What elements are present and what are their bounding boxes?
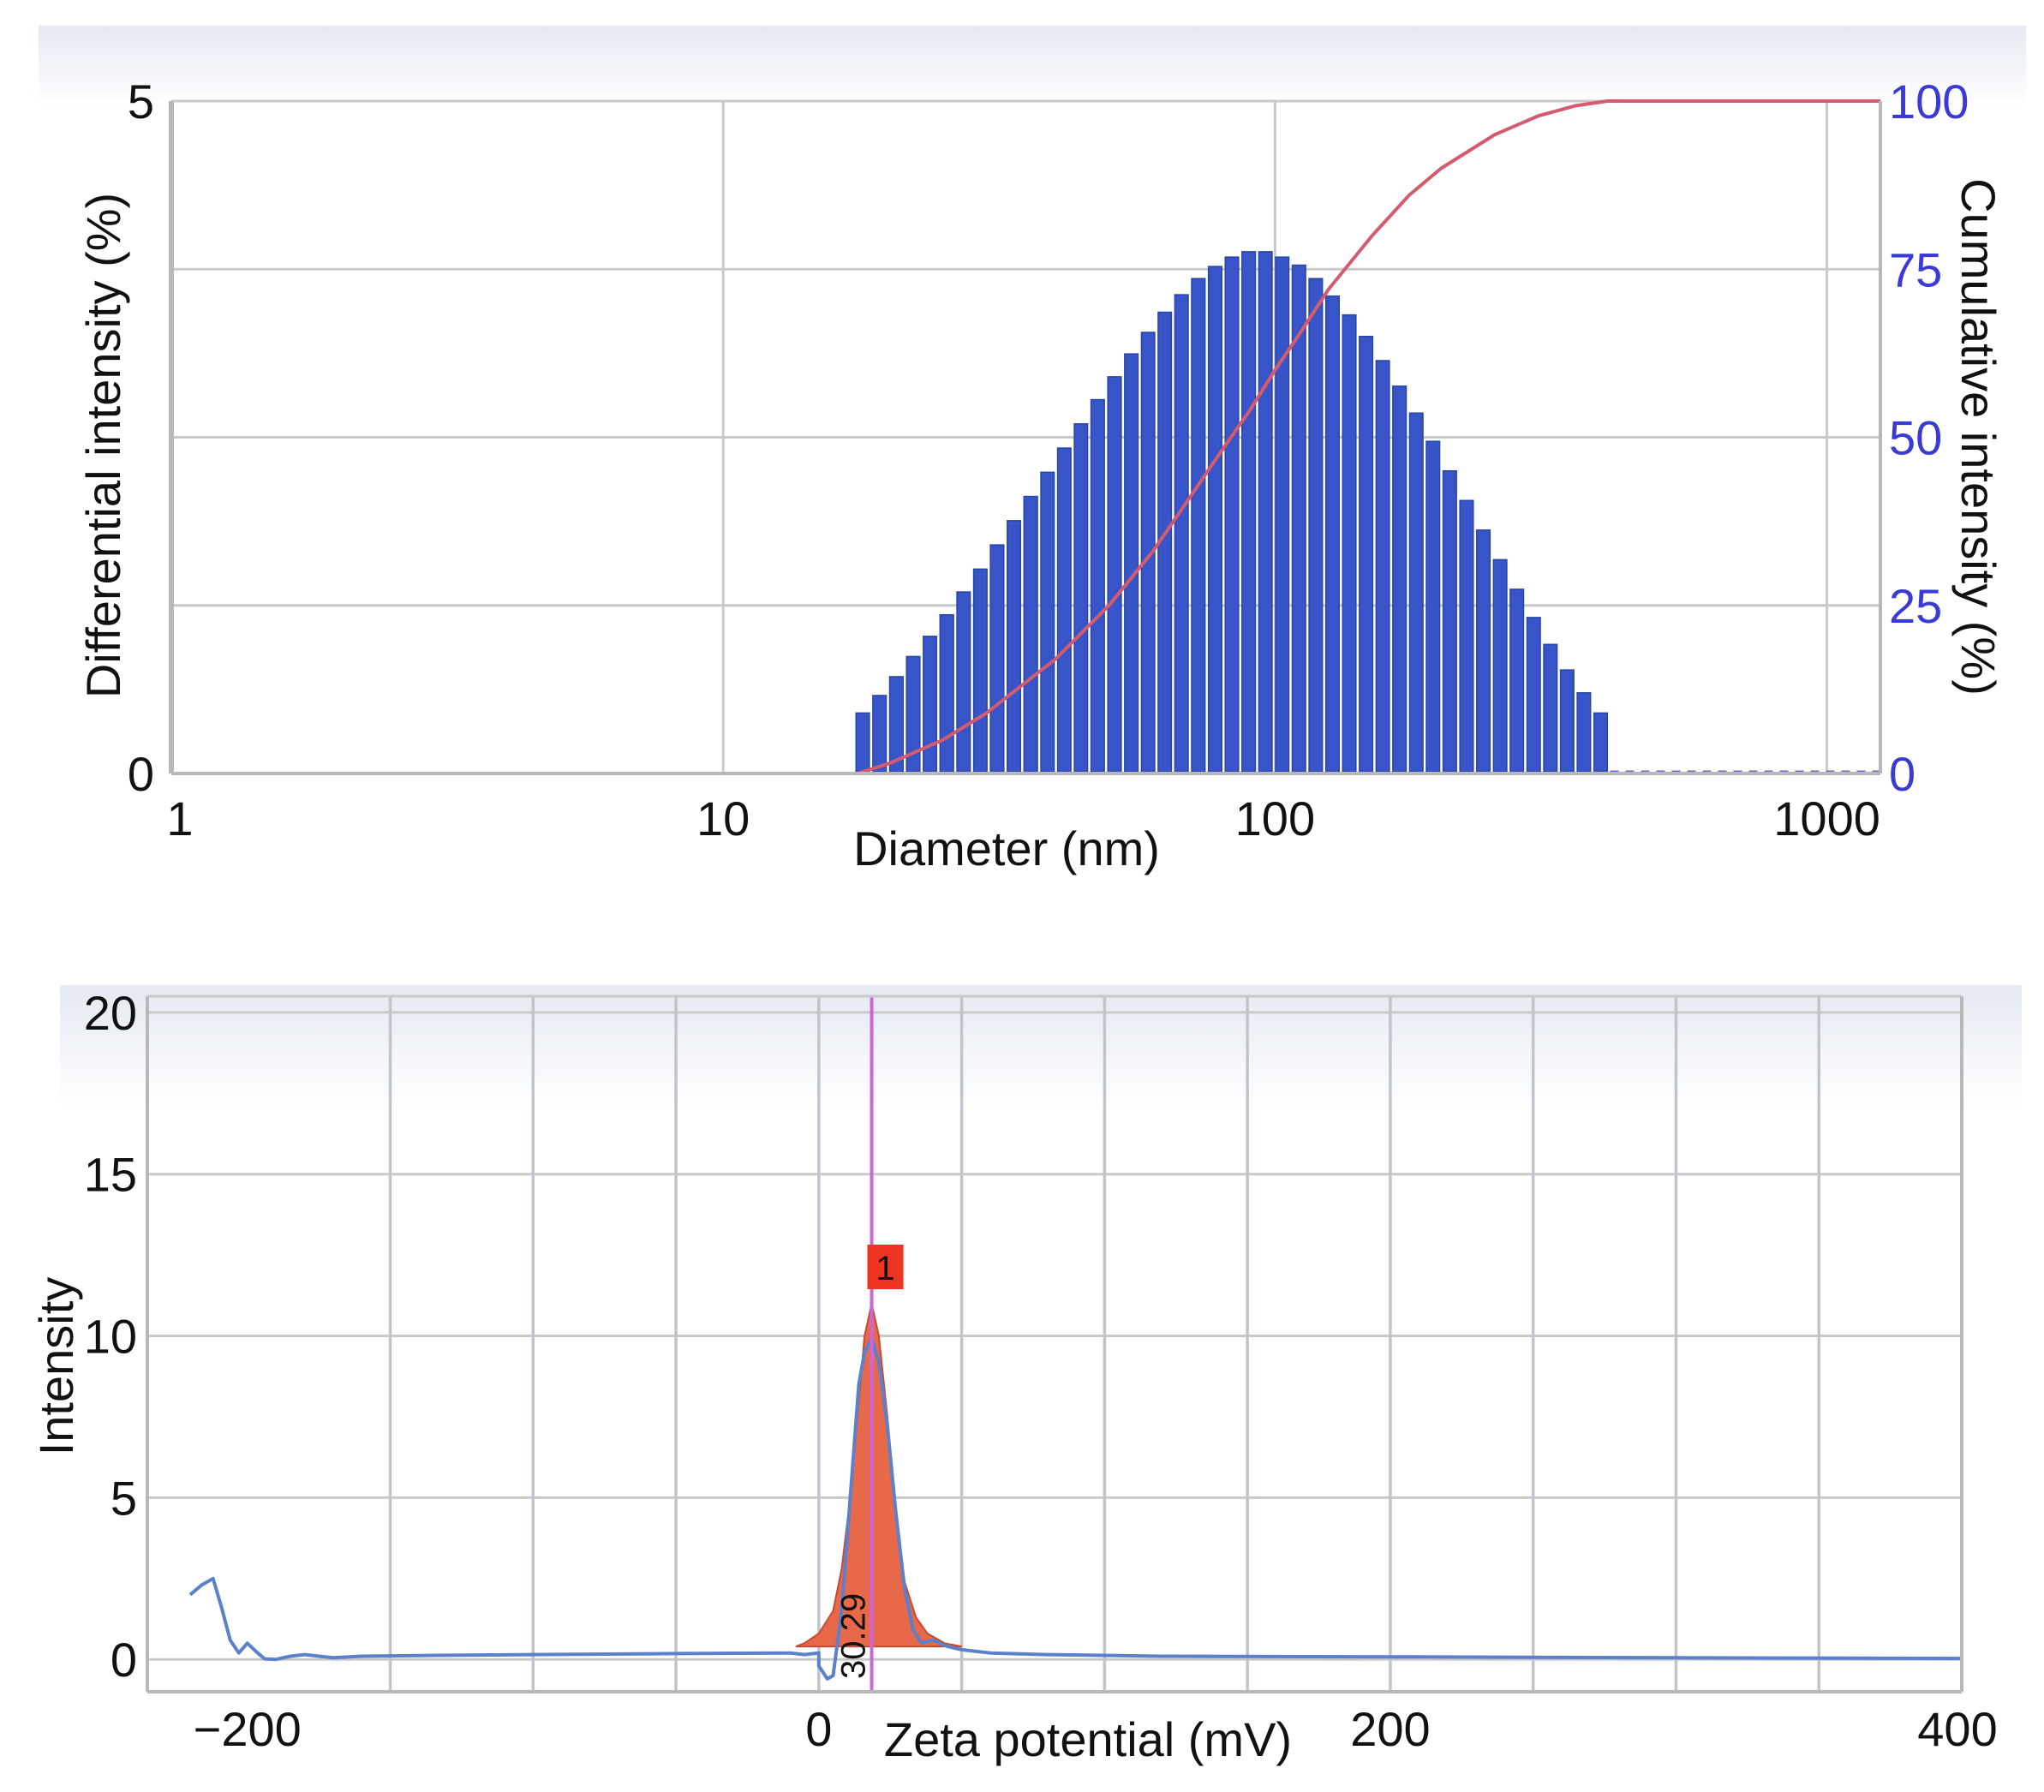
chart1-bar-42 bbox=[1559, 669, 1575, 774]
chart1-y2-tick-labels: 0 25 50 75 100 bbox=[1889, 75, 1969, 801]
chart1-y-tick-1: 5 bbox=[128, 75, 154, 128]
chart2-y-axis-title: Intensity bbox=[29, 1277, 83, 1456]
chart2-x-axis-title: Zeta potential (mV) bbox=[884, 1712, 1292, 1766]
chart1-bar-0 bbox=[855, 712, 870, 774]
chart1-bar-37 bbox=[1476, 529, 1491, 774]
chart1-x-tick-labels: 1 10 100 1000 bbox=[166, 791, 1880, 845]
chart1-x-tick-3: 1000 bbox=[1773, 791, 1880, 845]
chart1-bar-34 bbox=[1425, 440, 1441, 774]
chart1-bar-7 bbox=[972, 568, 988, 774]
chart2-x-tick-2: 200 bbox=[1350, 1702, 1430, 1756]
chart1-bars bbox=[855, 251, 1609, 774]
chart1-y2-tick-1: 25 bbox=[1889, 579, 1942, 633]
chart1-y-tick-labels: 05 bbox=[128, 75, 154, 801]
chart1-bar-9 bbox=[1007, 520, 1022, 774]
chart2-peak-value-label: 30.29 bbox=[835, 1593, 873, 1679]
chart1-bar-13 bbox=[1073, 423, 1089, 774]
chart2-y-tick-2: 10 bbox=[84, 1310, 137, 1364]
chart1-bar-32 bbox=[1392, 385, 1407, 774]
chart1-x-tick-0: 1 bbox=[166, 791, 193, 845]
chart1-cumulative-curve bbox=[171, 99, 1880, 775]
chart1-x-axis-title: Diameter (nm) bbox=[853, 821, 1160, 875]
chart2-peak-marker: 130.29 bbox=[835, 996, 904, 1692]
chart1-bar-22 bbox=[1224, 256, 1240, 774]
chart1-bar-21 bbox=[1207, 266, 1222, 774]
chart1-bar-39 bbox=[1509, 588, 1525, 774]
chart1-bar-12 bbox=[1056, 447, 1072, 774]
chart1-y2-axis-title: Cumulative intensity (%) bbox=[1951, 178, 2005, 696]
chart1-bar-27 bbox=[1308, 278, 1324, 774]
chart1-y2-tick-0: 0 bbox=[1889, 747, 1916, 801]
chart2-peak-area bbox=[795, 1303, 962, 1648]
chart2-x-tick-labels: −200 0 200 400 bbox=[194, 1702, 1998, 1756]
chart1-bar-30 bbox=[1359, 336, 1374, 774]
chart1-bar-4 bbox=[923, 636, 938, 774]
chart1-bar-11 bbox=[1040, 471, 1055, 774]
chart2-peak-fill bbox=[795, 1303, 962, 1648]
chart1-bar-31 bbox=[1375, 360, 1390, 774]
chart1-bar-16 bbox=[1124, 353, 1139, 774]
chart1-bar-29 bbox=[1342, 314, 1357, 774]
chart1-bar-41 bbox=[1543, 643, 1558, 774]
chart1-y2-tick-4: 100 bbox=[1889, 75, 1969, 128]
chart1-bar-44 bbox=[1593, 712, 1609, 774]
chart1-bar-14 bbox=[1090, 398, 1105, 774]
chart1-bar-24 bbox=[1258, 251, 1273, 774]
chart2-peak-badge-label: 1 bbox=[876, 1250, 894, 1287]
chart1-bar-38 bbox=[1492, 559, 1508, 774]
chart1-y2-tick-3: 75 bbox=[1889, 242, 1942, 296]
chart2-header-band bbox=[60, 985, 2022, 1109]
chart1-cumulative-line bbox=[171, 99, 1880, 775]
chart1-bar-8 bbox=[989, 544, 1005, 774]
chart1-y-tick-0: 0 bbox=[128, 747, 154, 801]
chart1-bar-35 bbox=[1442, 470, 1457, 774]
chart1-x-tick-2: 100 bbox=[1235, 791, 1315, 845]
chart2-gridlines bbox=[147, 996, 1962, 1692]
chart1-bar-25 bbox=[1275, 256, 1290, 774]
chart2-x-tick-1: 0 bbox=[805, 1702, 832, 1756]
chart2-peak-badge bbox=[867, 1245, 904, 1289]
chart1-frame bbox=[169, 101, 1882, 775]
chart2-x-tick-0: −200 bbox=[194, 1702, 302, 1756]
chart1-bar-28 bbox=[1324, 295, 1340, 774]
chart1-bar-20 bbox=[1191, 278, 1206, 774]
chart1-bar-6 bbox=[956, 591, 971, 774]
chart1-bar-19 bbox=[1174, 294, 1189, 774]
chart1-bar-33 bbox=[1408, 412, 1424, 774]
chart2-y-tick-labels: 0 5 10 15 20 bbox=[84, 986, 137, 1687]
chart1-bar-43 bbox=[1576, 692, 1592, 774]
chart1-bar-1 bbox=[872, 695, 888, 774]
chart1-bar-23 bbox=[1241, 251, 1257, 774]
chart2-frame bbox=[146, 995, 1963, 1693]
chart1-bar-15 bbox=[1107, 376, 1122, 774]
chart1-header-band bbox=[39, 26, 2026, 107]
chart1-bar-10 bbox=[1023, 495, 1038, 774]
chart1-y-axis-title: Differential intensity (%) bbox=[76, 193, 130, 698]
chart1-bar-40 bbox=[1526, 617, 1541, 774]
chart2-x-tick-3: 400 bbox=[1917, 1702, 1997, 1756]
chart1-bar-5 bbox=[939, 613, 954, 774]
chart2-series-line bbox=[188, 1337, 1963, 1681]
chart2-y-tick-4: 20 bbox=[84, 986, 137, 1040]
chart2-y-tick-0: 0 bbox=[111, 1633, 137, 1687]
chart2-intensity-line bbox=[188, 1337, 1963, 1681]
chart1-bar-36 bbox=[1459, 499, 1474, 774]
chart1-y2-tick-2: 50 bbox=[1889, 411, 1942, 465]
chart2-y-tick-3: 15 bbox=[84, 1148, 137, 1202]
chart1-x-tick-1: 10 bbox=[696, 791, 750, 845]
chart2-y-tick-1: 5 bbox=[111, 1471, 137, 1525]
